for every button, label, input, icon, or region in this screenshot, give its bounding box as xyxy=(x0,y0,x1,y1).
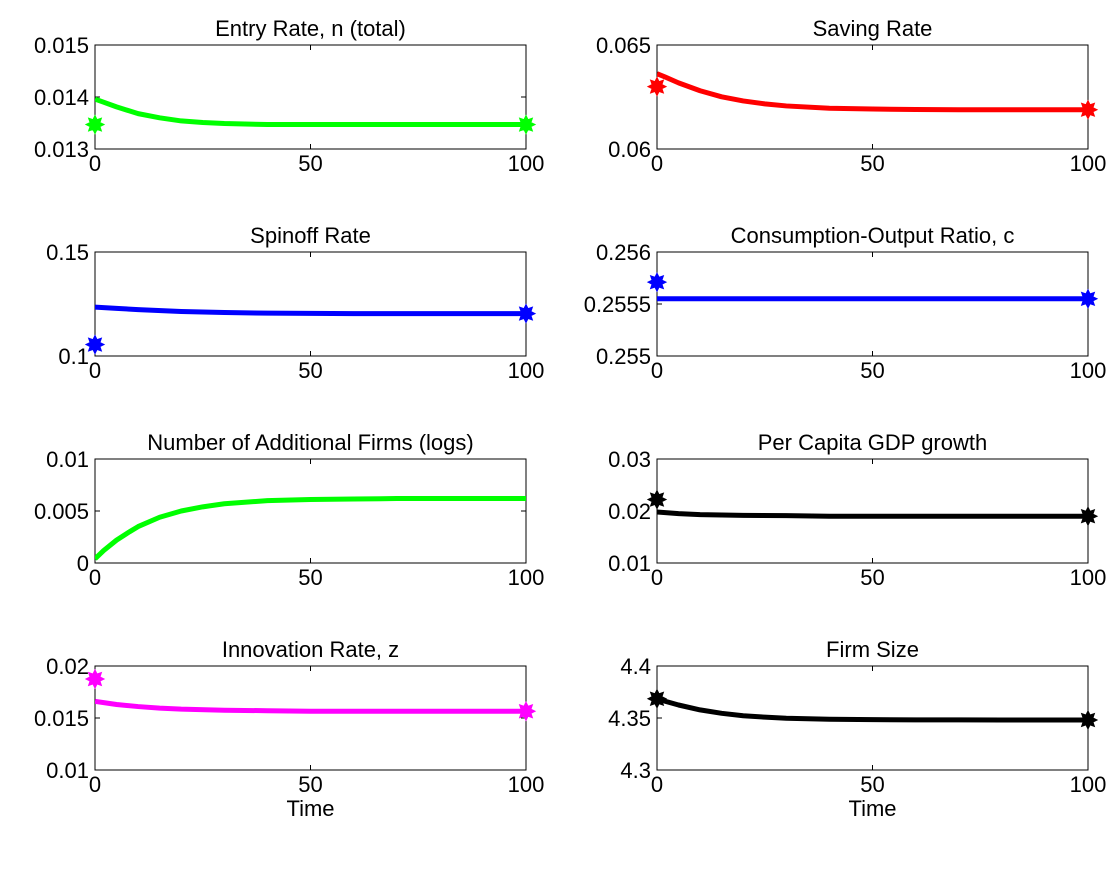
y-tick-label: 0.02 xyxy=(46,654,89,679)
y-tick-label: 0.1 xyxy=(58,344,89,369)
y-tick-label: 4.3 xyxy=(620,758,651,783)
data-marker xyxy=(646,271,668,293)
x-axis-label: Time xyxy=(286,796,334,821)
data-marker xyxy=(84,334,106,355)
data-marker xyxy=(1077,99,1099,120)
y-tick-label: 4.35 xyxy=(608,706,651,731)
subplot-7: Innovation Rate, z 0 50 100 0.01 0.015 0.02 Tim… xyxy=(34,637,544,821)
x-tick-label: 100 xyxy=(1070,358,1107,383)
subplot-title: Saving Rate xyxy=(813,16,933,41)
series-line xyxy=(95,96,526,128)
x-tick-label: 100 xyxy=(1070,772,1107,797)
series-line xyxy=(657,509,1088,519)
axes-box xyxy=(656,458,1089,564)
x-tick-label: 0 xyxy=(89,358,101,383)
x-tick-label: 50 xyxy=(860,565,884,590)
x-tick-label: 50 xyxy=(298,358,322,383)
x-tick-label: 0 xyxy=(89,565,101,590)
y-tick-label: 0.06 xyxy=(608,137,651,162)
data-marker xyxy=(1077,709,1099,731)
y-tick-label: 0.014 xyxy=(34,85,89,110)
y-tick-label: 0.015 xyxy=(34,33,89,58)
x-tick-label: 0 xyxy=(651,565,663,590)
x-tick-label: 100 xyxy=(508,358,545,383)
subplot-6: Per Capita GDP growth 0 50 100 0.01 0.02 0.03 xyxy=(608,430,1106,590)
y-tick-label: 0.015 xyxy=(34,706,89,731)
data-marker xyxy=(515,303,537,324)
subplot-title: Entry Rate, n (total) xyxy=(215,16,406,41)
axes-box xyxy=(94,458,527,564)
y-tick-label: 0.01 xyxy=(46,758,89,783)
subplot-1: Entry Rate, n (total) 0 50 100 0.013 0.014 0.0… xyxy=(34,16,544,176)
y-tick-label: 0.01 xyxy=(46,447,89,472)
data-marker xyxy=(646,76,668,97)
subplot-3: Spinoff Rate 0 50 100 0.1 0.15 xyxy=(46,223,544,383)
series-line xyxy=(95,698,526,714)
series-line xyxy=(95,304,526,317)
x-tick-label: 0 xyxy=(651,772,663,797)
axes-box xyxy=(94,44,527,150)
x-tick-label: 0 xyxy=(89,772,101,797)
x-tick-label: 0 xyxy=(89,151,101,176)
data-marker xyxy=(1077,288,1099,309)
data-marker xyxy=(515,701,537,722)
x-tick-label: 50 xyxy=(860,772,884,797)
subplot-2: Saving Rate 0 50 100 0.06 0.065 xyxy=(596,16,1106,176)
x-tick-label: 100 xyxy=(1070,565,1107,590)
subplot-4: Consumption-Output Ratio, c 0 50 100 0.255 0.… xyxy=(584,223,1107,383)
subplot-title: Number of Additional Firms (logs) xyxy=(147,430,473,455)
y-tick-label: 0.02 xyxy=(608,499,651,524)
subplot-8: Firm Size 0 50 100 4.3 4.35 4.4 Time xyxy=(608,637,1106,821)
x-tick-label: 50 xyxy=(298,565,322,590)
subplot-title: Consumption-Output Ratio, c xyxy=(731,223,1015,248)
x-tick-label: 50 xyxy=(298,151,322,176)
x-tick-label: 50 xyxy=(860,358,884,383)
y-tick-label: 0.01 xyxy=(608,551,651,576)
data-marker xyxy=(84,668,106,690)
subplot-5: Number of Additional Firms (logs) 0 50 100 0… xyxy=(34,430,544,590)
series-line xyxy=(95,496,526,561)
series-line xyxy=(657,71,1088,113)
subplot-title: Firm Size xyxy=(826,637,919,662)
y-tick-label: 0 xyxy=(77,551,89,576)
data-marker xyxy=(646,688,668,709)
data-marker xyxy=(646,489,668,510)
y-tick-label: 0.065 xyxy=(596,33,651,58)
x-tick-label: 50 xyxy=(860,151,884,176)
subplot-title: Innovation Rate, z xyxy=(222,637,399,662)
y-tick-label: 0.256 xyxy=(596,240,651,265)
x-tick-label: 100 xyxy=(508,151,545,176)
x-tick-label: 0 xyxy=(651,358,663,383)
subplot-title: Per Capita GDP growth xyxy=(758,430,987,455)
x-tick-label: 0 xyxy=(651,151,663,176)
y-tick-label: 0.013 xyxy=(34,137,89,162)
x-tick-label: 100 xyxy=(1070,151,1107,176)
subplot-title: Spinoff Rate xyxy=(250,223,371,248)
y-tick-label: 0.15 xyxy=(46,240,89,265)
axes-box xyxy=(656,251,1089,357)
y-tick-label: 0.005 xyxy=(34,499,89,524)
axes-box xyxy=(94,665,527,771)
x-tick-label: 50 xyxy=(298,772,322,797)
axes-box xyxy=(94,251,527,357)
y-tick-label: 0.2555 xyxy=(584,292,651,317)
y-tick-label: 0.255 xyxy=(596,344,651,369)
y-tick-label: 0.03 xyxy=(608,447,651,472)
data-marker xyxy=(1077,506,1099,527)
series-line xyxy=(657,696,1088,723)
x-tick-label: 100 xyxy=(508,772,545,797)
data-marker xyxy=(84,114,106,135)
x-tick-label: 100 xyxy=(508,565,545,590)
x-axis-label: Time xyxy=(848,796,896,821)
y-tick-label: 4.4 xyxy=(620,654,651,679)
data-marker xyxy=(515,114,537,135)
